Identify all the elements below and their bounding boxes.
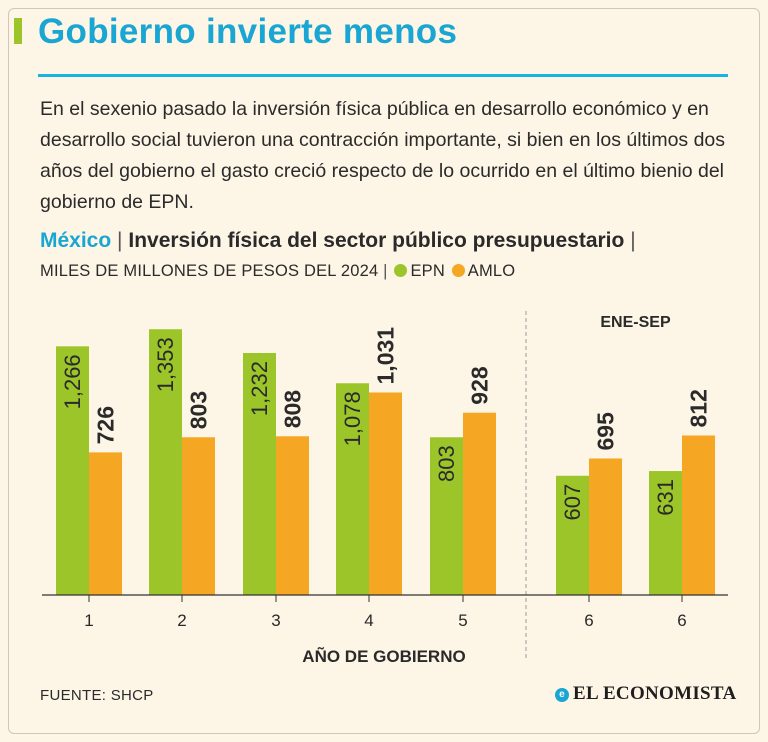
bar-epn-5	[430, 437, 463, 595]
legend-amlo-swatch	[451, 264, 465, 277]
bar-amlo-5	[463, 412, 496, 595]
legend-amlo-label: AMLO	[467, 262, 516, 280]
infographic-frame	[8, 8, 760, 734]
bar-epn-6	[556, 475, 589, 595]
label-epn-6: 607	[560, 484, 585, 521]
label-epn-3: 1,232	[247, 361, 272, 416]
label-epn-2: 1,353	[153, 337, 178, 392]
label-epn-5: 803	[434, 445, 459, 482]
title-divider	[38, 74, 728, 77]
subtitle-trailing-separator: |	[630, 229, 636, 252]
bar-epn-1	[56, 346, 89, 595]
bar-epn-3	[243, 353, 276, 595]
page-title: Gobierno invierte menos	[38, 12, 458, 51]
label-epn-7: 631	[653, 479, 678, 516]
bar-amlo-3	[276, 436, 309, 595]
bar-amlo-2	[182, 437, 215, 595]
subtitle-country: México	[40, 229, 112, 252]
label-amlo-5: 928	[467, 366, 493, 405]
label-amlo-6: 695	[593, 412, 619, 451]
subtitle-separator: |	[117, 229, 123, 252]
x-tick-label-7: 6	[677, 611, 686, 630]
units-label: MILES DE MILLONES DE PESOS DEL 2024	[40, 262, 379, 280]
units-and-legend: MILES DE MILLONES DE PESOS DEL 2024 | EP…	[40, 262, 515, 281]
bar-amlo-1	[89, 452, 122, 595]
brand-name: EL ECONOMISTA	[573, 683, 737, 704]
legend-epn-swatch	[394, 264, 408, 277]
label-epn-1: 1,266	[60, 354, 85, 409]
bar-epn-7	[649, 471, 682, 595]
bar-amlo-6	[589, 458, 622, 595]
x-tick-label-5: 5	[458, 611, 467, 630]
bar-epn-2	[149, 329, 182, 595]
chart-subtitle: México | Inversión física del sector púb…	[40, 229, 636, 253]
label-amlo-7: 812	[686, 389, 712, 427]
intro-paragraph: En el sexenio pasado la inversión física…	[40, 98, 726, 213]
x-tick-label-6: 6	[584, 611, 593, 630]
brand-icon: e	[555, 688, 569, 702]
legend-epn-label: EPN	[410, 262, 445, 280]
x-tick-label-1: 1	[84, 611, 93, 630]
annotation-ene-sep: ENE-SEP	[600, 314, 671, 331]
label-epn-4: 1,078	[340, 391, 365, 446]
label-amlo-4: 1,031	[373, 327, 399, 385]
x-tick-label-4: 4	[364, 611, 373, 630]
label-amlo-2: 803	[186, 391, 212, 429]
label-amlo-3: 808	[280, 390, 306, 429]
units-separator: |	[383, 262, 388, 280]
bar-amlo-4	[369, 392, 402, 595]
x-tick-label-2: 2	[177, 611, 186, 630]
brand-logo: e EL ECONOMISTA	[555, 683, 737, 705]
title-accent-bar	[14, 18, 22, 44]
x-axis-title: AÑO DE GOBIERNO	[302, 646, 465, 666]
subtitle-text: Inversión física del sector público pres…	[128, 229, 625, 252]
bar-epn-4	[336, 383, 369, 595]
bar-amlo-7	[682, 435, 715, 595]
x-tick-label-3: 3	[271, 611, 280, 630]
label-amlo-1: 726	[93, 406, 119, 444]
source-note: FUENTE: SHCP	[40, 687, 154, 704]
